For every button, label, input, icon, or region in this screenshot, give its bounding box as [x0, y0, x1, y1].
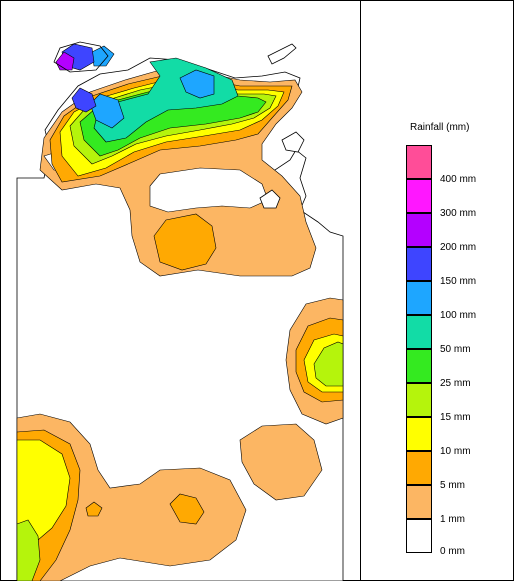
rainfall-legend: Rainfall (mm) 400 mm 300 mm 200 mm 150 m…: [362, 0, 514, 581]
legend-swatch-1mm: [406, 485, 432, 519]
rain-zone-15mm-south: [16, 519, 41, 581]
legend-label-400mm: 400 mm: [440, 174, 477, 185]
rain-zone-200mm: [55, 51, 75, 71]
coast-islands-east: [267, 43, 297, 65]
legend-swatch-50mm: [406, 315, 432, 349]
rain-zone-5mm-south-small: [85, 501, 103, 517]
rain-zone-100mm: [179, 69, 215, 99]
rain-zone-5mm-south-centre: [169, 493, 205, 525]
rain-zone-100mm-west: [89, 93, 125, 129]
dry-gap-1: [149, 167, 269, 213]
rain-zone-150mm: [71, 87, 97, 113]
legend-swatch-25mm: [406, 349, 432, 383]
legend-label-200mm: 200 mm: [440, 242, 477, 253]
legend-label-100mm: 100 mm: [440, 310, 477, 321]
legend-title: Rainfall (mm): [410, 122, 470, 133]
legend-swatch-150mm: [406, 247, 432, 281]
legend-swatch-200mm: [406, 213, 432, 247]
rain-zone-5mm-centre: [153, 213, 217, 271]
legend-label-1mm: 1 mm: [440, 514, 465, 525]
legend-label-150mm: 150 mm: [440, 276, 477, 287]
legend-swatch-15mm: [406, 383, 432, 417]
legend-label-300mm: 300 mm: [440, 208, 477, 219]
legend-label-10mm: 10 mm: [440, 446, 471, 457]
rain-zone-15mm-east: [313, 341, 344, 387]
legend-label-50mm: 50 mm: [440, 344, 471, 355]
legend-label-15mm: 15 mm: [440, 412, 471, 423]
island-groote: [259, 189, 281, 209]
legend-swatch-300mm: [406, 179, 432, 213]
island-melville: [53, 41, 109, 73]
legend-swatch-5mm: [406, 451, 432, 485]
legend-swatch-100mm: [406, 281, 432, 315]
legend-swatch-10mm: [406, 417, 432, 451]
rain-zone-100mm-northwest: [91, 45, 115, 67]
legend-label-0mm: 0 mm: [440, 546, 465, 557]
rainfall-map: [16, 0, 361, 581]
legend-swatch-0mm: [406, 519, 432, 553]
legend-label-5mm: 5 mm: [440, 480, 465, 491]
legend-swatch-400mm: [406, 145, 432, 179]
coast-gulf: [281, 131, 305, 153]
legend-label-25mm: 25 mm: [440, 378, 471, 389]
rain-zone-1mm-east-interior: [239, 423, 323, 501]
